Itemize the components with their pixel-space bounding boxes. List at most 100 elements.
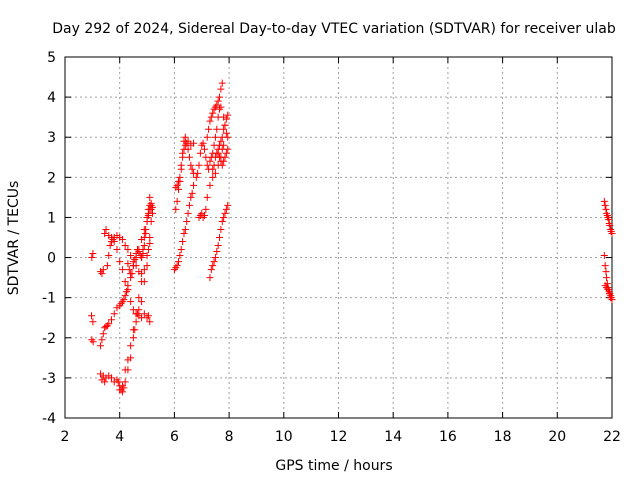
data-point <box>213 125 221 133</box>
data-point <box>172 205 180 213</box>
data-point <box>99 266 107 274</box>
data-point <box>210 161 218 169</box>
data-point <box>175 258 183 266</box>
data-point <box>209 165 217 173</box>
data-point <box>181 225 189 233</box>
data-point <box>206 117 214 125</box>
data-point <box>131 326 139 334</box>
x-tick-label: 6 <box>170 429 179 445</box>
data-point <box>114 378 122 386</box>
data-point <box>124 260 132 268</box>
data-point <box>608 229 616 237</box>
y-tick-label: -3 <box>42 371 56 387</box>
data-point <box>102 225 110 233</box>
data-point <box>140 278 148 286</box>
data-point <box>142 225 150 233</box>
y-tick-label: 4 <box>47 90 56 106</box>
data-point <box>110 310 118 318</box>
data-point <box>209 173 217 181</box>
data-point <box>143 213 151 221</box>
data-point <box>203 161 211 169</box>
data-point <box>138 270 146 278</box>
data-point <box>185 153 193 161</box>
data-point <box>188 189 196 197</box>
data-point <box>125 266 133 274</box>
data-point <box>206 274 214 282</box>
data-point <box>222 115 230 123</box>
y-tick-label: 3 <box>47 130 56 146</box>
y-tick-label: 2 <box>47 170 56 186</box>
data-point <box>187 161 195 169</box>
data-point <box>98 270 106 278</box>
data-point <box>217 85 225 93</box>
y-tick-label: 0 <box>47 251 56 267</box>
data-point <box>129 306 137 314</box>
data-point <box>214 149 222 157</box>
data-point <box>211 254 219 262</box>
data-point <box>184 137 192 145</box>
data-point <box>143 252 151 260</box>
data-point <box>143 262 151 270</box>
data-point <box>103 262 111 270</box>
data-point <box>221 121 229 129</box>
data-point <box>135 248 143 256</box>
data-point <box>213 101 221 109</box>
data-point <box>131 256 139 264</box>
data-point <box>149 203 157 211</box>
data-point <box>177 161 185 169</box>
data-point <box>606 221 614 229</box>
data-point <box>224 145 232 153</box>
data-point <box>124 286 132 294</box>
data-point <box>206 157 214 165</box>
data-point <box>147 199 155 207</box>
data-point <box>601 201 609 209</box>
data-point <box>179 238 187 246</box>
data-point <box>128 270 136 278</box>
data-point <box>98 336 106 344</box>
data-point <box>607 294 615 302</box>
data-point <box>181 133 189 141</box>
data-point <box>173 197 181 205</box>
data-point <box>120 384 128 392</box>
data-point <box>88 312 96 320</box>
data-points <box>88 79 616 396</box>
chart-title: Day 292 of 2024, Sidereal Day-to-day VTE… <box>52 21 616 37</box>
x-axis-label: GPS time / hours <box>275 458 392 474</box>
data-point <box>218 133 226 141</box>
data-point <box>118 236 126 244</box>
data-point <box>188 165 196 173</box>
data-point <box>195 161 203 169</box>
data-point <box>110 238 118 246</box>
data-point <box>203 133 211 141</box>
data-point <box>202 205 210 213</box>
data-point <box>129 334 137 342</box>
data-point <box>132 318 140 326</box>
data-point <box>135 294 143 302</box>
x-tick-label: 12 <box>330 429 348 445</box>
data-point <box>221 209 229 217</box>
y-tick-label: -1 <box>42 291 56 307</box>
data-point <box>107 316 115 324</box>
data-point <box>113 246 121 254</box>
data-point <box>205 125 213 133</box>
data-point <box>97 342 105 350</box>
data-point <box>605 290 613 298</box>
data-point <box>180 229 188 237</box>
data-point <box>220 125 228 133</box>
data-point <box>89 338 97 346</box>
data-point <box>138 254 146 262</box>
data-point <box>184 209 192 217</box>
data-point <box>176 252 184 260</box>
data-point <box>127 274 135 282</box>
data-point <box>177 246 185 254</box>
data-point <box>199 139 207 147</box>
data-point <box>127 342 135 350</box>
data-point <box>194 169 202 177</box>
data-point <box>600 197 608 205</box>
data-point <box>176 173 184 181</box>
data-point <box>222 129 230 137</box>
data-point <box>210 258 218 266</box>
x-tick-label: 4 <box>115 429 124 445</box>
data-point <box>140 310 148 318</box>
